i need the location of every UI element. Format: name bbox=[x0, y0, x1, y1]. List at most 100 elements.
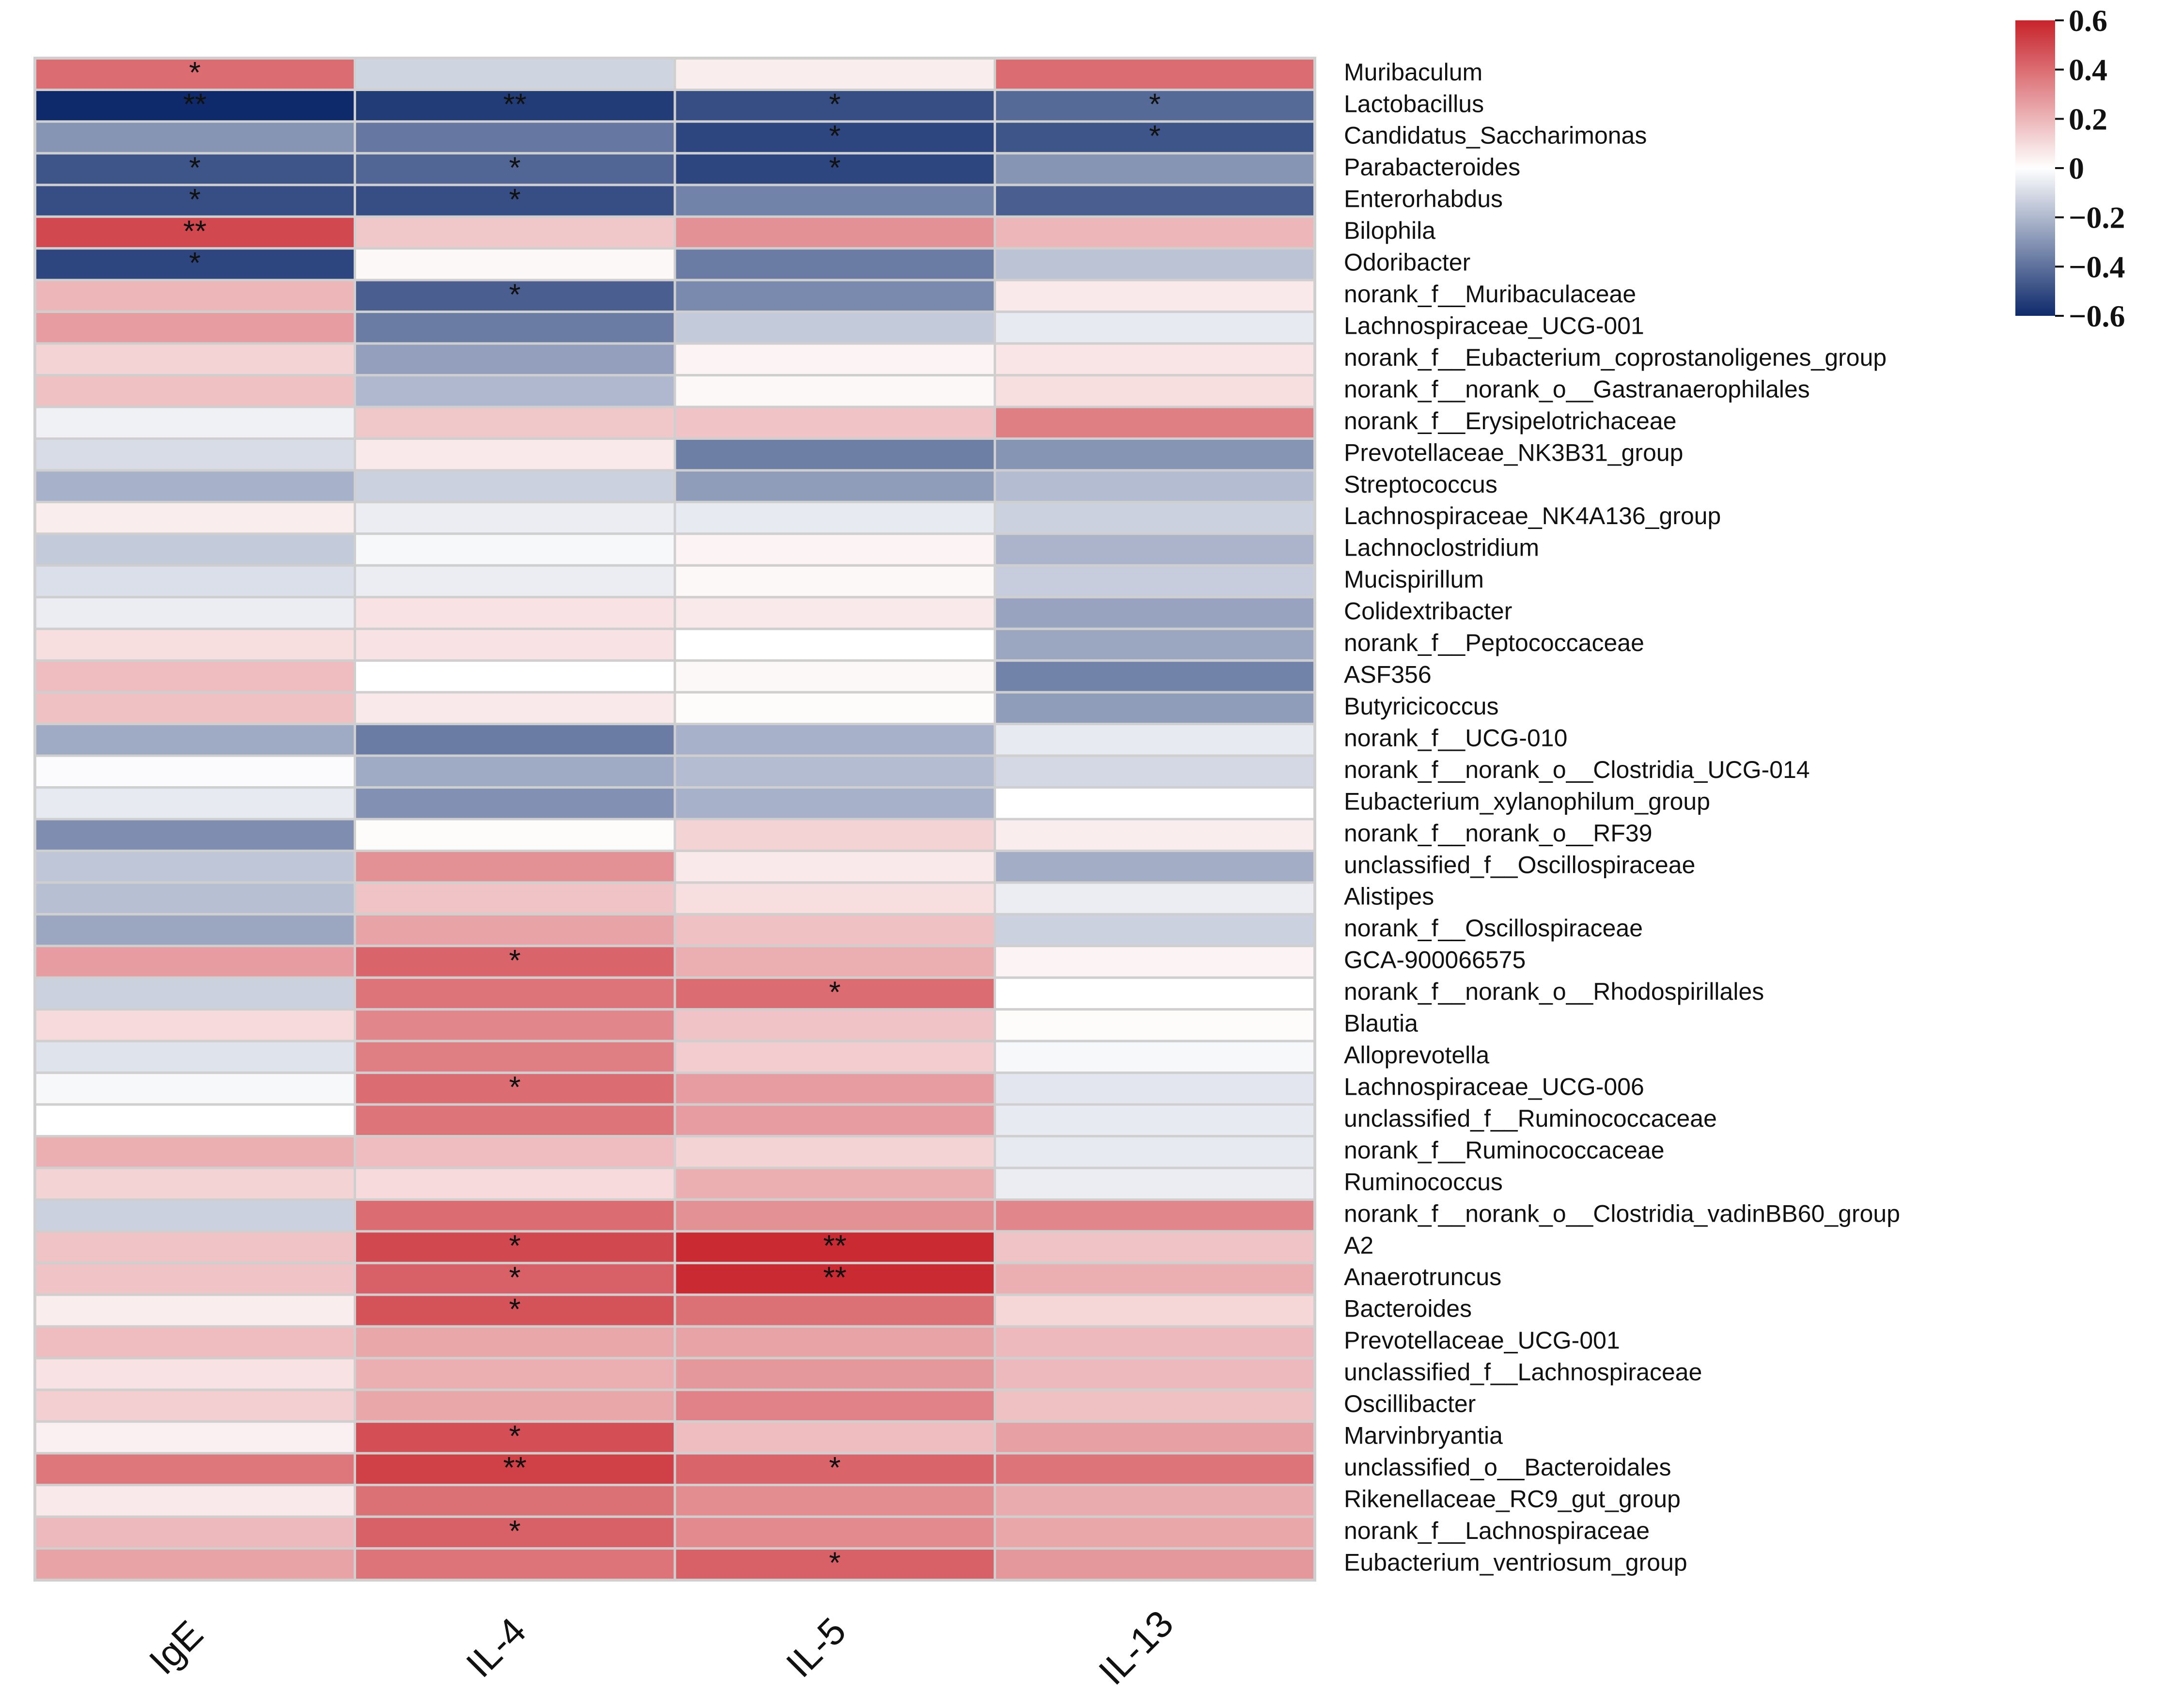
significance-odoribacter-ige: * bbox=[189, 247, 201, 280]
row-label-marvinbryantia: Marvinbryantia bbox=[1344, 1422, 1503, 1449]
cell-lachnospiraceae-ucg-006-ige bbox=[33, 1071, 356, 1106]
cell-butyricicoccus-il-13 bbox=[994, 691, 1316, 726]
cell-unclassified-f-ruminococcaceae-il-5 bbox=[673, 1103, 996, 1138]
row-label-gca-900066575: GCA-900066575 bbox=[1344, 947, 1526, 974]
row-label-rikenellaceae-rc9-gut-group: Rikenellaceae_RC9_gut_group bbox=[1344, 1485, 1681, 1512]
cell-alloprevotella-il-4 bbox=[354, 1040, 676, 1074]
cell-norank-f-norank-o-rhodospirillales-il-4 bbox=[354, 976, 676, 1011]
cell-streptococcus-il-5 bbox=[673, 469, 996, 503]
cell-unclassified-f-ruminococcaceae-ige bbox=[33, 1103, 356, 1138]
cell-norank-f-norank-o-rhodospirillales-il-5 bbox=[673, 976, 996, 1011]
row-label-ruminococcus: Ruminococcus bbox=[1344, 1168, 1503, 1196]
row-label-lachnospiraceae-ucg-006: Lachnospiraceae_UCG-006 bbox=[1344, 1073, 1644, 1100]
cell-norank-f-peptococcaceae-il-4 bbox=[354, 627, 676, 662]
cell-blautia-il-4 bbox=[354, 1008, 676, 1042]
row-label-alistipes: Alistipes bbox=[1344, 883, 1434, 910]
cell-norank-f-norank-o-gastranaerophilales-il-13 bbox=[994, 374, 1316, 408]
cell-norank-f-ucg-010-il-4 bbox=[354, 723, 676, 757]
cell-lachnospiraceae-ucg-001-il-5 bbox=[673, 311, 996, 345]
cell-eubacterium-xylanophilum-group-ige bbox=[33, 786, 356, 821]
cell-a2-ige bbox=[33, 1230, 356, 1264]
cell-norank-f-oscillospiraceae-ige bbox=[33, 913, 356, 947]
cell-butyricicoccus-ige bbox=[33, 691, 356, 726]
cell-lachnospiraceae-nk4a136-group-il-5 bbox=[673, 500, 996, 535]
cell-colidextribacter-il-5 bbox=[673, 596, 996, 630]
significance-a2-il-4: * bbox=[509, 1229, 521, 1263]
row-label-norank-f-ruminococcaceae: norank_f__Ruminococcaceae bbox=[1344, 1136, 1665, 1164]
cell-parabacteroides-il-13 bbox=[994, 152, 1316, 186]
cell-unclassified-f-oscillospiraceae-il-5 bbox=[673, 849, 996, 884]
cell-a2-il-5 bbox=[673, 1230, 996, 1264]
cell-prevotellaceae-nk3b31-group-il-5 bbox=[673, 437, 996, 472]
significance-anaerotruncus-il-4: * bbox=[509, 1261, 521, 1294]
significance-candidatus-saccharimonas-il-13: * bbox=[1149, 120, 1161, 153]
cell-alistipes-ige bbox=[33, 881, 356, 916]
row-label-eubacterium-xylanophilum-group: Eubacterium_xylanophilum_group bbox=[1344, 788, 1710, 815]
column-label-ige: IgE bbox=[141, 1612, 211, 1682]
cell-prevotellaceae-ucg-001-il-5 bbox=[673, 1325, 996, 1360]
row-label-norank-f-oscillospiraceae: norank_f__Oscillospiraceae bbox=[1344, 915, 1643, 942]
significance-lactobacillus-il-13: * bbox=[1149, 88, 1161, 122]
cell-eubacterium-ventriosum-group-il-4 bbox=[354, 1547, 676, 1582]
cell-bacteroides-il-5 bbox=[673, 1293, 996, 1328]
cell-norank-f-norank-o-clostridia-ucg-014-ige bbox=[33, 754, 356, 789]
row-label-lactobacillus: Lactobacillus bbox=[1344, 90, 1484, 117]
cell-anaerotruncus-il-5 bbox=[673, 1261, 996, 1296]
cell-norank-f-ucg-010-il-13 bbox=[994, 723, 1316, 757]
row-label-muribaculum: Muribaculum bbox=[1344, 59, 1482, 86]
significance-parabacteroides-il-4: * bbox=[509, 151, 521, 185]
colorbar-gradient bbox=[2015, 20, 2055, 316]
cell-rikenellaceae-rc9-gut-group-il-5 bbox=[673, 1484, 996, 1518]
significance-lactobacillus-il-4: ** bbox=[503, 88, 527, 122]
cell-eubacterium-xylanophilum-group-il-13 bbox=[994, 786, 1316, 821]
row-label-oscillibacter: Oscillibacter bbox=[1344, 1390, 1476, 1417]
cell-odoribacter-il-4 bbox=[354, 247, 676, 281]
cell-alloprevotella-il-5 bbox=[673, 1040, 996, 1074]
significance-a2-il-5: ** bbox=[823, 1229, 846, 1263]
cell-eubacterium-xylanophilum-group-il-5 bbox=[673, 786, 996, 821]
cell-norank-f-oscillospiraceae-il-13 bbox=[994, 913, 1316, 947]
cell-lachnospiraceae-nk4a136-group-ige bbox=[33, 500, 356, 535]
colorbar-tick-label: −0.4 bbox=[2069, 249, 2125, 284]
row-label-odoribacter: Odoribacter bbox=[1344, 249, 1470, 276]
cell-unclassified-f-ruminococcaceae-il-4 bbox=[354, 1103, 676, 1138]
cell-unclassified-o-bacteroidales-ige bbox=[33, 1452, 356, 1487]
cell-colidextribacter-il-4 bbox=[354, 596, 676, 630]
cell-odoribacter-il-13 bbox=[994, 247, 1316, 281]
row-label-a2: A2 bbox=[1344, 1232, 1373, 1259]
row-label-butyricicoccus: Butyricicoccus bbox=[1344, 693, 1499, 720]
cell-alistipes-il-4 bbox=[354, 881, 676, 916]
row-label-norank-f-norank-o-gastranaerophilales: norank_f__norank_o__Gastranaerophilales bbox=[1344, 375, 1810, 403]
row-label-bilophila: Bilophila bbox=[1344, 217, 1435, 244]
row-labels: Muribaculum Lactobacillus Candidatus_Sacch… bbox=[1344, 59, 1900, 1576]
colorbar-tick-label: 0.4 bbox=[2069, 53, 2107, 87]
row-label-candidatus-saccharimonas: Candidatus_Saccharimonas bbox=[1344, 122, 1647, 149]
cell-odoribacter-ige bbox=[33, 247, 356, 281]
cell-norank-f-norank-o-gastranaerophilales-il-4 bbox=[354, 374, 676, 408]
cell-norank-f-eubacterium-coprostanoligenes-group-il-13 bbox=[994, 342, 1316, 377]
cell-prevotellaceae-nk3b31-group-il-4 bbox=[354, 437, 676, 472]
cell-lachnoclostridium-il-5 bbox=[673, 532, 996, 567]
row-label-unclassified-f-ruminococcaceae: unclassified_f__Ruminococcaceae bbox=[1344, 1105, 1717, 1132]
row-label-norank-f-muribaculaceae: norank_f__Muribaculaceae bbox=[1344, 280, 1636, 308]
cell-unclassified-f-oscillospiraceae-il-4 bbox=[354, 849, 676, 884]
cell-alistipes-il-5 bbox=[673, 881, 996, 916]
cell-eubacterium-xylanophilum-group-il-4 bbox=[354, 786, 676, 821]
cell-norank-f-peptococcaceae-il-5 bbox=[673, 627, 996, 662]
cell-norank-f-lachnospiraceae-il-13 bbox=[994, 1515, 1316, 1550]
cell-norank-f-ucg-010-il-5 bbox=[673, 723, 996, 757]
cell-unclassified-o-bacteroidales-il-13 bbox=[994, 1452, 1316, 1487]
cell-norank-f-muribaculaceae-il-5 bbox=[673, 279, 996, 313]
cell-asf356-ige bbox=[33, 659, 356, 694]
colorbar-tick-label: −0.2 bbox=[2069, 201, 2125, 235]
row-label-norank-f-peptococcaceae: norank_f__Peptococcaceae bbox=[1344, 629, 1644, 656]
cell-rikenellaceae-rc9-gut-group-il-4 bbox=[354, 1484, 676, 1518]
cell-eubacterium-ventriosum-group-il-13 bbox=[994, 1547, 1316, 1582]
cell-lachnoclostridium-ige bbox=[33, 532, 356, 567]
cell-unclassified-f-ruminococcaceae-il-13 bbox=[994, 1103, 1316, 1138]
cell-eubacterium-ventriosum-group-ige bbox=[33, 1547, 356, 1582]
significance-candidatus-saccharimonas-il-5: * bbox=[829, 120, 841, 153]
cell-bacteroides-il-13 bbox=[994, 1293, 1316, 1328]
significance-muribaculum-ige: * bbox=[189, 56, 201, 90]
cell-prevotellaceae-nk3b31-group-ige bbox=[33, 437, 356, 472]
